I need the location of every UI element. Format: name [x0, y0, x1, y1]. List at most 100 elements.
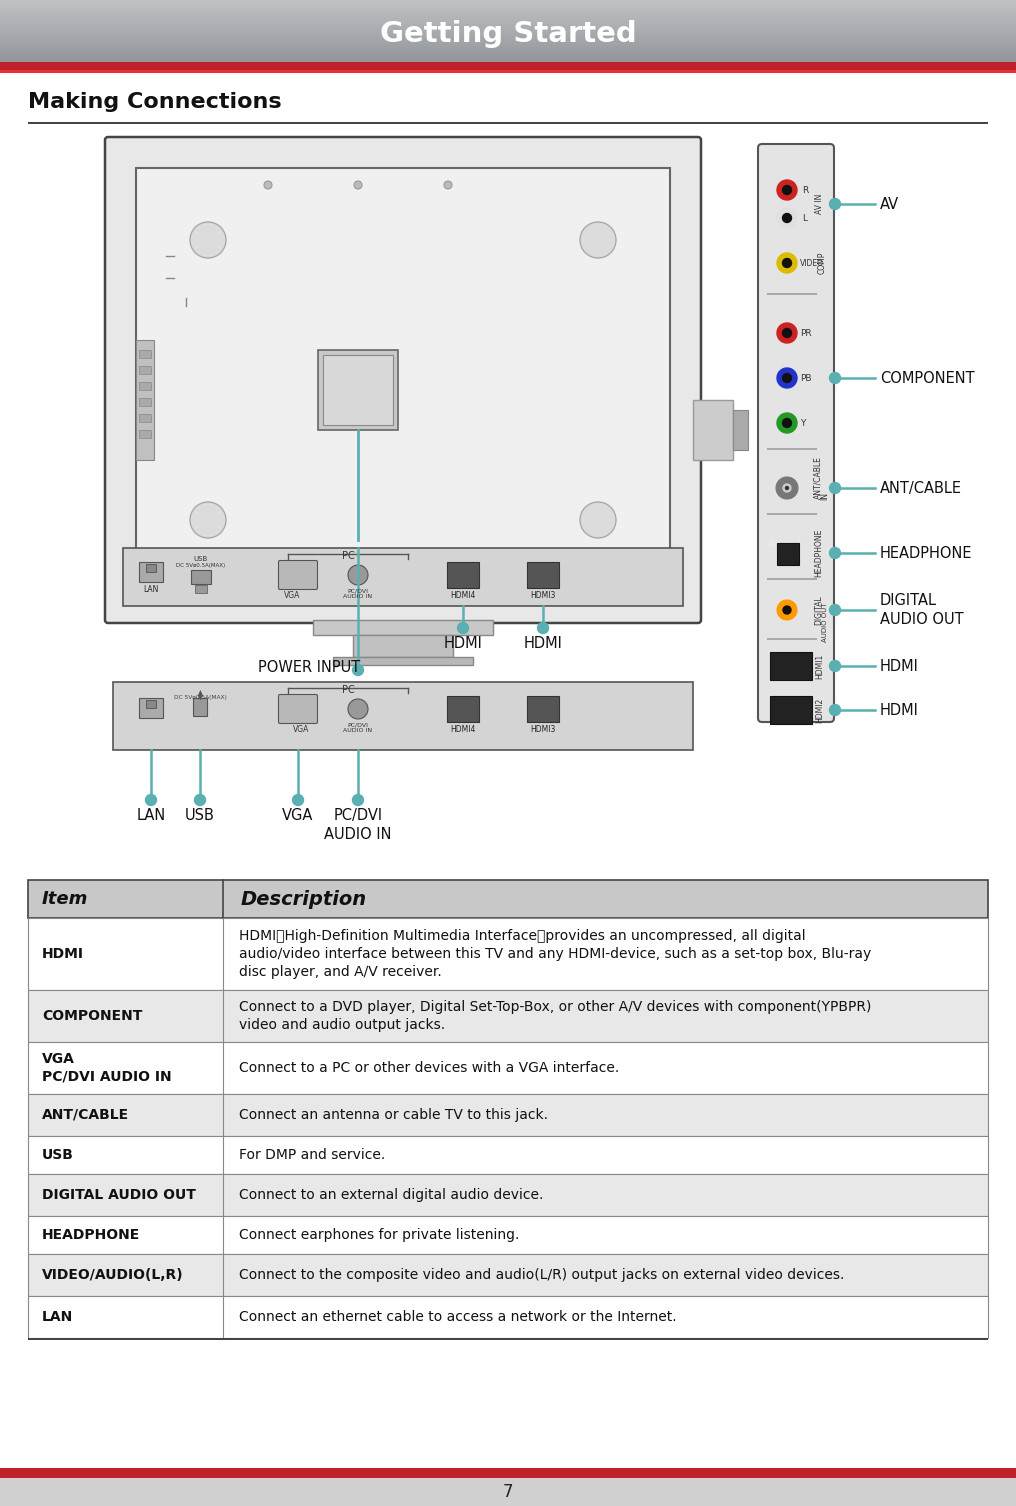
Text: VGA: VGA [293, 724, 310, 733]
Bar [0, 27, 1016, 29]
Text: Connect an ethernet cable to access a network or the Internet.: Connect an ethernet cable to access a ne… [239, 1310, 677, 1324]
Text: DC 5V⌀0.5A(MAX): DC 5V⌀0.5A(MAX) [177, 563, 226, 568]
Bar [139, 697, 163, 718]
Bar [527, 562, 559, 587]
Circle shape [776, 477, 798, 498]
Circle shape [190, 221, 226, 258]
Bar [0, 6, 1016, 8]
Bar [0, 62, 1016, 72]
Circle shape [580, 501, 616, 538]
Bar [146, 565, 156, 572]
Circle shape [293, 795, 304, 806]
Text: IN: IN [821, 492, 829, 500]
Bar [28, 1337, 988, 1340]
Bar [28, 1297, 988, 1337]
Bar [0, 11, 1016, 14]
Text: HDMI3: HDMI3 [530, 590, 556, 599]
Text: PC: PC [341, 685, 355, 694]
Circle shape [785, 486, 788, 489]
Bar [28, 989, 988, 1042]
Text: COMPONENT: COMPONENT [42, 1009, 142, 1023]
Text: USB: USB [194, 556, 208, 562]
Bar [0, 1477, 1016, 1506]
Bar [0, 69, 1016, 72]
Bar [0, 32, 1016, 33]
Circle shape [829, 604, 840, 616]
Bar [139, 398, 151, 407]
Circle shape [777, 208, 797, 227]
Bar [139, 366, 151, 373]
Bar [777, 544, 799, 565]
Bar [139, 431, 151, 438]
Bar [0, 30, 1016, 32]
Bar [28, 1136, 988, 1175]
Bar [0, 15, 1016, 17]
Bar [333, 657, 473, 666]
Text: PC/DVI
AUDIO IN: PC/DVI AUDIO IN [324, 809, 392, 842]
Bar [0, 3, 1016, 5]
Bar [0, 39, 1016, 42]
Bar [0, 18, 1016, 21]
Text: USB: USB [185, 809, 215, 822]
Text: HEADPHONE: HEADPHONE [880, 545, 972, 560]
Text: ANT/CABLE: ANT/CABLE [42, 1108, 129, 1122]
Circle shape [777, 413, 797, 434]
Bar [0, 5, 1016, 6]
Text: PC/DVI
AUDIO IN: PC/DVI AUDIO IN [343, 587, 373, 599]
Bar [28, 1042, 988, 1093]
Bar [0, 38, 1016, 39]
Bar [693, 401, 733, 459]
Text: PR: PR [800, 328, 812, 337]
Text: AV IN: AV IN [816, 194, 825, 214]
Bar [447, 562, 479, 587]
Bar [353, 636, 453, 657]
Circle shape [782, 328, 791, 337]
Text: DIGITAL
AUDIO OUT: DIGITAL AUDIO OUT [880, 592, 963, 628]
Text: COMPONENT: COMPONENT [880, 370, 974, 386]
Text: POWER INPUT: POWER INPUT [258, 660, 361, 675]
Bar [0, 8, 1016, 9]
FancyBboxPatch shape [278, 694, 317, 723]
Bar [0, 35, 1016, 36]
Bar [28, 1215, 988, 1254]
Text: Y: Y [800, 419, 806, 428]
Text: AUDIO OUT: AUDIO OUT [822, 602, 828, 642]
Text: VGA
PC/DVI AUDIO IN: VGA PC/DVI AUDIO IN [42, 1053, 172, 1084]
Circle shape [264, 181, 272, 188]
Circle shape [348, 565, 368, 584]
Bar [146, 700, 156, 708]
Bar [0, 50, 1016, 51]
Text: HEADPHONE: HEADPHONE [42, 1227, 140, 1242]
Circle shape [829, 661, 840, 672]
Circle shape [457, 622, 468, 634]
Text: Connect to the composite video and audio(L/R) output jacks on external video dev: Connect to the composite video and audio… [239, 1268, 844, 1282]
Text: 7: 7 [503, 1483, 513, 1501]
Circle shape [353, 795, 364, 806]
Bar [0, 47, 1016, 48]
Bar [318, 349, 398, 431]
Circle shape [829, 482, 840, 494]
Bar [0, 53, 1016, 54]
Text: VGA: VGA [284, 590, 301, 599]
Bar [123, 548, 683, 605]
Bar [28, 919, 988, 989]
Text: LAN: LAN [42, 1310, 73, 1324]
Bar [0, 57, 1016, 59]
Text: VGA: VGA [282, 809, 314, 822]
Bar [0, 60, 1016, 62]
Bar [0, 45, 1016, 47]
Bar [0, 60, 1016, 63]
Bar [0, 26, 1016, 27]
Bar [0, 21, 1016, 23]
Text: HDMI: HDMI [880, 658, 918, 673]
Bar [770, 696, 812, 724]
Text: DIGITAL: DIGITAL [815, 595, 824, 625]
Text: DIGITAL AUDIO OUT: DIGITAL AUDIO OUT [42, 1188, 196, 1202]
Circle shape [782, 185, 791, 194]
Bar [139, 414, 151, 422]
Circle shape [777, 253, 797, 273]
Text: Making Connections: Making Connections [28, 92, 281, 111]
Bar [0, 42, 1016, 44]
Bar [0, 41, 1016, 42]
Circle shape [353, 664, 364, 676]
